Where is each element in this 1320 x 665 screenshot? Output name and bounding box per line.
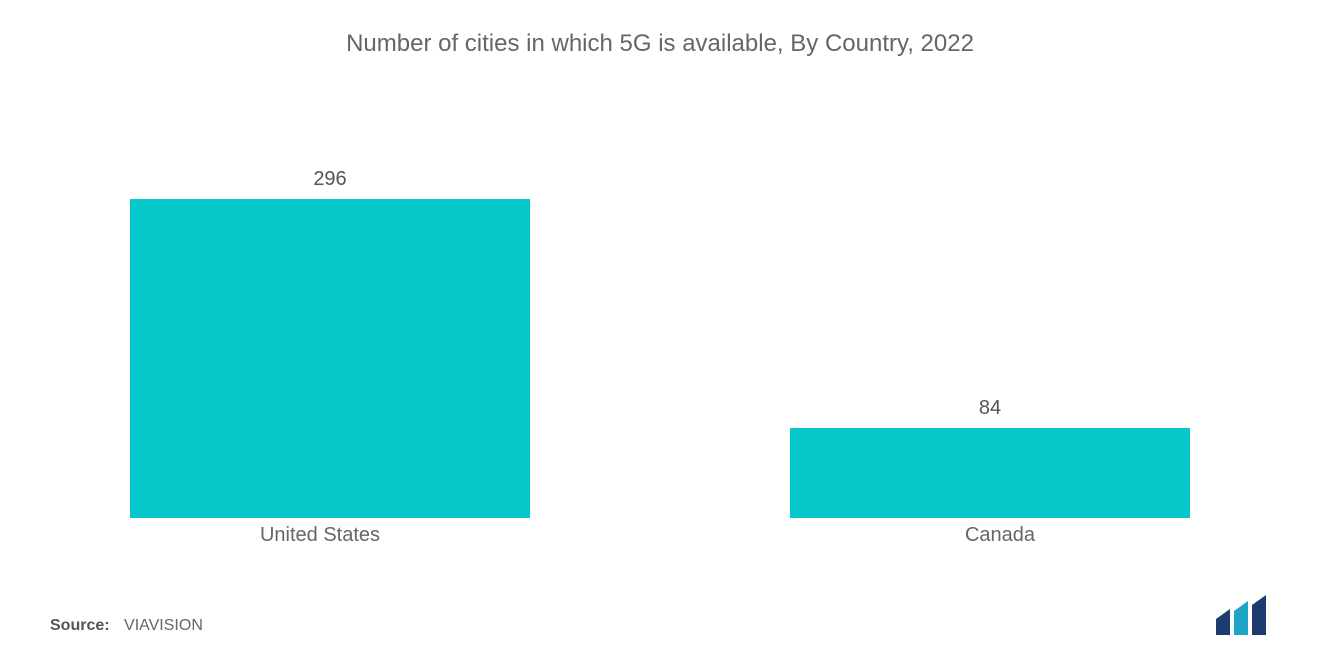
chart-container: Number of cities in which 5G is availabl… bbox=[0, 0, 1320, 665]
logo-bar-3-icon bbox=[1252, 595, 1266, 635]
mordor-logo-icon bbox=[1214, 595, 1270, 635]
bar-value-label: 84 bbox=[979, 397, 1001, 420]
x-axis-label: United States bbox=[120, 524, 520, 547]
source-label: Source: bbox=[50, 617, 110, 634]
x-axis-label: Canada bbox=[800, 524, 1200, 547]
plot-area: 296 84 bbox=[50, 98, 1270, 518]
logo-bar-1-icon bbox=[1216, 609, 1230, 635]
chart-title: Number of cities in which 5G is availabl… bbox=[50, 30, 1270, 58]
bar-slot-canada: 84 bbox=[790, 98, 1190, 518]
x-axis-labels: United States Canada bbox=[50, 518, 1270, 547]
bar-value-label: 296 bbox=[313, 168, 346, 191]
bar-rect bbox=[130, 199, 530, 518]
chart-footer: Source: VIAVISION bbox=[50, 565, 1270, 635]
source-line: Source: VIAVISION bbox=[50, 617, 203, 635]
bars-row: 296 84 bbox=[60, 98, 1260, 518]
bar-slot-united-states: 296 bbox=[130, 98, 530, 518]
source-value: VIAVISION bbox=[124, 617, 203, 634]
bar-rect bbox=[790, 428, 1190, 518]
logo-bar-2-icon bbox=[1234, 601, 1248, 635]
